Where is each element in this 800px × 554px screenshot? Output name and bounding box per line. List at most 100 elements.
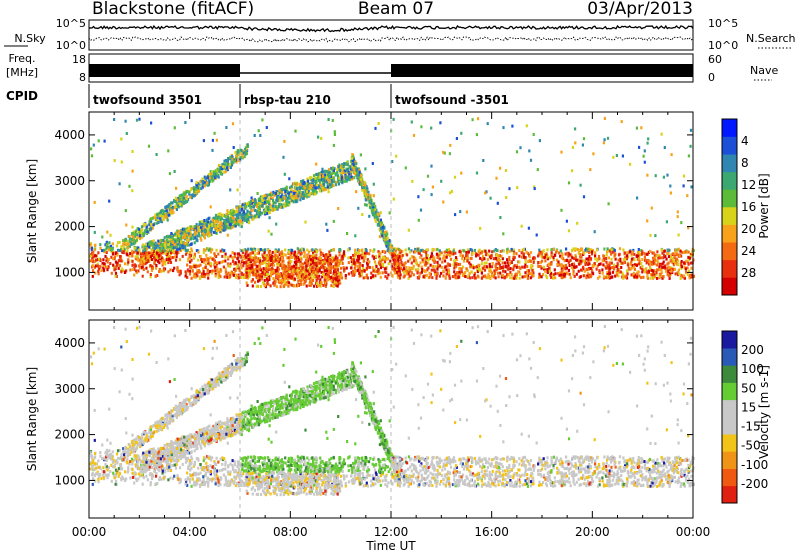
power-point <box>420 254 423 258</box>
power-point <box>282 259 285 263</box>
power-point <box>156 251 159 255</box>
power-point <box>166 256 169 260</box>
power-point <box>194 263 198 267</box>
power-point <box>236 256 239 260</box>
power-point <box>289 276 292 280</box>
power-point <box>505 264 508 268</box>
power-point <box>523 275 526 279</box>
power-point <box>560 256 563 260</box>
power-point <box>468 272 471 276</box>
power-point <box>617 263 620 267</box>
power-point <box>449 254 452 258</box>
power-point <box>216 225 219 228</box>
power-point <box>172 240 175 244</box>
power-point <box>258 265 261 269</box>
power-point <box>645 261 648 265</box>
power-point <box>538 272 541 276</box>
power-point <box>330 183 334 187</box>
power-point <box>183 201 186 205</box>
power-point <box>178 234 181 238</box>
power-point <box>306 276 309 280</box>
power-point <box>348 247 351 251</box>
power-point <box>462 249 465 252</box>
power-point <box>674 251 677 255</box>
power-point <box>328 185 331 189</box>
power-point <box>284 194 288 198</box>
power-point <box>201 185 204 189</box>
power-point <box>315 172 318 176</box>
power-point <box>605 257 608 260</box>
power-point <box>407 247 410 251</box>
power-point <box>448 274 451 278</box>
power-point <box>327 262 330 266</box>
power-point <box>606 265 609 269</box>
power-point <box>356 258 359 262</box>
power-point <box>498 266 501 270</box>
noise-panel: N.Sky 10^5 10^0 10^5 10^0 N.Search <box>4 17 796 52</box>
power-point <box>324 169 327 173</box>
power-point <box>428 271 431 275</box>
power-point <box>332 177 335 181</box>
power-point <box>546 248 549 252</box>
power-point <box>183 227 186 231</box>
power-point <box>432 257 435 261</box>
power-point <box>184 252 188 256</box>
power-point <box>171 201 174 205</box>
power-point <box>283 263 286 267</box>
power-point <box>287 275 290 279</box>
power-point <box>210 170 213 174</box>
power-point <box>192 234 196 238</box>
power-point <box>588 255 591 258</box>
power-point <box>442 269 445 273</box>
power-point <box>424 269 427 273</box>
power-point <box>318 175 321 179</box>
power-point <box>458 266 461 270</box>
power-point <box>198 234 201 238</box>
power-point <box>237 159 240 162</box>
power-point <box>210 271 213 275</box>
power-point <box>529 251 533 255</box>
power-point <box>274 208 277 212</box>
power-point <box>211 224 214 228</box>
power-point <box>389 259 392 263</box>
power-point <box>349 165 352 169</box>
power-point <box>224 214 227 218</box>
power-point <box>313 263 316 267</box>
power-point <box>105 240 108 244</box>
power-point <box>121 248 124 252</box>
power-point <box>326 185 329 189</box>
power-point <box>236 252 239 256</box>
power-point <box>215 215 218 219</box>
power-point <box>236 150 239 154</box>
power-point <box>135 271 138 275</box>
power-point <box>141 252 145 256</box>
power-point <box>321 273 324 276</box>
power-point <box>567 268 570 272</box>
power-point <box>145 245 148 249</box>
power-point <box>149 220 152 224</box>
power-point <box>209 250 212 254</box>
power-point <box>105 247 108 251</box>
power-point <box>348 165 351 169</box>
power-point <box>237 211 240 215</box>
power-point <box>283 275 286 279</box>
power-point <box>177 200 180 203</box>
power-point <box>253 268 256 272</box>
power-point <box>672 259 675 263</box>
power-point <box>665 257 668 261</box>
power-point <box>152 239 155 243</box>
power-point <box>312 270 315 274</box>
power-point <box>171 249 175 253</box>
power-point <box>244 252 247 256</box>
power-point <box>195 181 198 185</box>
power-point <box>378 257 381 261</box>
power-point <box>597 255 601 258</box>
power-point <box>167 251 170 255</box>
power-point <box>328 269 331 273</box>
power-point <box>203 222 206 226</box>
power-point <box>253 249 256 253</box>
power-point <box>276 254 279 258</box>
power-point <box>156 216 159 220</box>
power-point <box>663 249 666 253</box>
power-point <box>680 260 683 263</box>
